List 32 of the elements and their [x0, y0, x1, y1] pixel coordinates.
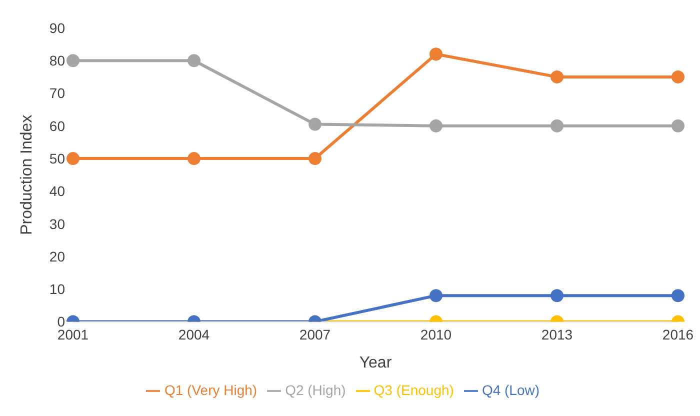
x-tick-label: 2016: [662, 326, 694, 343]
point: [550, 70, 564, 84]
y-tick-label: 50: [49, 150, 66, 167]
y-tick-label: 60: [49, 118, 66, 134]
x-tick-label: 2013: [541, 326, 573, 343]
point: [672, 70, 684, 84]
x-tick-label: 2007: [299, 326, 331, 343]
y-tick-label: 10: [49, 281, 66, 298]
point: [430, 119, 442, 132]
y-tick-label: 40: [49, 183, 66, 200]
y-tick-label: 30: [49, 216, 66, 232]
legend-label: Q3 (Enough): [374, 382, 454, 398]
y-tick-label: 90: [49, 20, 66, 36]
point: [66, 54, 80, 68]
x-tick-label: 2004: [178, 326, 210, 343]
point: [430, 48, 442, 61]
point: [672, 119, 684, 132]
point: [188, 54, 200, 68]
point: [550, 119, 564, 132]
x-tick-label: 2010: [420, 326, 452, 343]
point: [66, 152, 80, 166]
legend-label: Q4 (Low): [482, 382, 540, 398]
y-tick-label: 80: [49, 52, 66, 69]
x-axis-title: Year: [359, 354, 392, 372]
legend-label: Q1 (Very High): [164, 382, 258, 398]
y-tick-label: 70: [49, 85, 66, 102]
y-tick-label: 20: [49, 248, 66, 264]
point: [188, 152, 200, 166]
point: [308, 152, 322, 166]
point: [308, 118, 322, 131]
y-axis-title: Production Index: [18, 114, 36, 235]
legend-label: Q2 (High): [285, 382, 346, 398]
